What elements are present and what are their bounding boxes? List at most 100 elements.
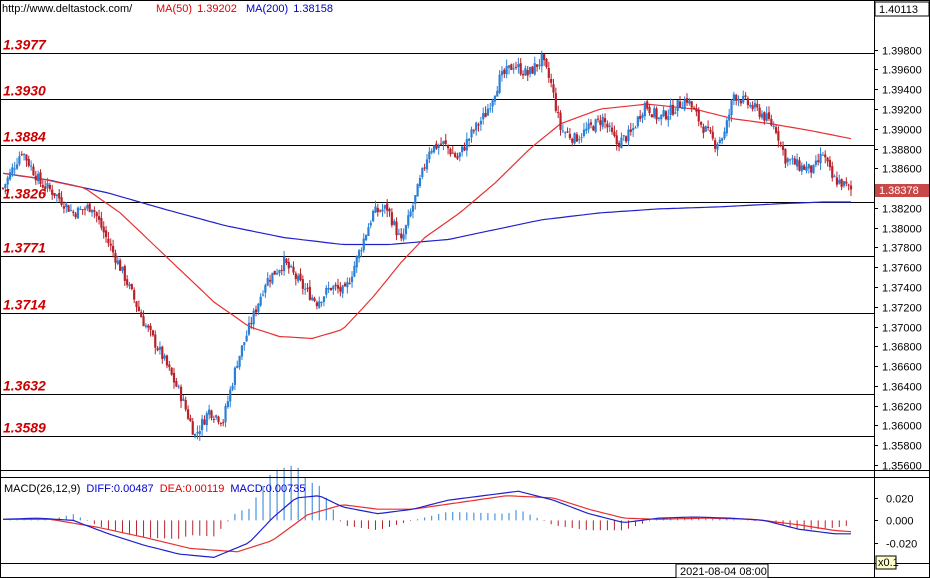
candle-body [615, 135, 618, 145]
candle-body [259, 296, 262, 306]
candle-body [55, 194, 58, 197]
candle-body [753, 103, 757, 108]
price-tick-label: 1.39000 [882, 125, 922, 137]
candle-body [538, 64, 541, 66]
candle-body [435, 143, 438, 149]
candle-body [760, 113, 764, 118]
candle-body [674, 112, 677, 114]
source-url[interactable]: http://www.deltastock.com/ [2, 3, 133, 15]
candle-body [788, 159, 792, 161]
zoom-label[interactable]: x0.1 [878, 557, 899, 569]
candle-body [8, 172, 12, 180]
price-tick-label: 1.36000 [882, 421, 922, 433]
candle-body [27, 158, 30, 166]
candle-body [301, 279, 304, 289]
candle-body [372, 210, 375, 222]
price-tick-label: 1.39800 [882, 46, 922, 58]
candle-body [313, 298, 316, 302]
candle-body [524, 68, 527, 76]
candle-body [714, 140, 717, 149]
candle-body [175, 380, 178, 387]
price-tick-label: 1.36600 [882, 362, 922, 374]
candle-body [177, 386, 180, 388]
candle-body [250, 323, 253, 325]
macd-tick-label: 0.000 [886, 516, 914, 528]
time-axis: 2021-08-04 08:00 x0.1 [675, 555, 899, 578]
candle-body [297, 275, 300, 282]
candle-body [735, 94, 738, 101]
price-tick-label: 1.35600 [882, 461, 922, 473]
ma200-legend: MA(200) 1.38158 [246, 3, 333, 15]
candle-body [540, 54, 543, 67]
candle-body [6, 177, 9, 185]
candle-body [507, 65, 511, 68]
candle-body [824, 154, 827, 158]
candle-body [395, 221, 398, 236]
candle-body [439, 143, 443, 145]
ma50-line [2, 103, 852, 340]
candle-body [545, 59, 548, 68]
candle-body [133, 290, 136, 300]
candle-body [730, 100, 733, 116]
candle-body [97, 216, 101, 220]
candle-body [369, 222, 372, 226]
candle-body [116, 260, 119, 265]
candle-body [360, 250, 363, 252]
candle-body [212, 419, 215, 421]
candle-body [559, 112, 562, 130]
price-tick-label: 1.37000 [882, 323, 922, 335]
candle-body [60, 197, 63, 205]
candle-body [292, 266, 295, 273]
candle-body [44, 186, 47, 190]
candle-body [810, 165, 813, 173]
candle-body [67, 205, 70, 212]
candle-body [74, 213, 77, 218]
candle-body [123, 266, 126, 281]
candle-body [723, 131, 726, 139]
candle-body [102, 226, 105, 233]
candle-body [575, 134, 579, 142]
candle-body [93, 210, 96, 212]
candle-body [625, 136, 628, 142]
candle-body [343, 283, 347, 287]
candle-body [692, 107, 696, 109]
candle-body [751, 105, 754, 110]
candle-body [142, 316, 145, 327]
candle-body [468, 138, 471, 141]
candle-body [833, 176, 836, 178]
candle-body [688, 100, 691, 104]
candle-body [182, 398, 185, 401]
zoom-box[interactable] [875, 555, 897, 570]
candle-body [184, 400, 187, 410]
candle-body [364, 235, 368, 241]
candle-body [109, 243, 112, 246]
candle-body [610, 127, 614, 132]
candle-body [526, 70, 529, 76]
candle-body [603, 118, 607, 123]
candle-body [444, 140, 447, 144]
candle-body [13, 168, 16, 170]
candle-body [198, 431, 201, 435]
candle-body [798, 160, 801, 171]
timestamp-box [675, 563, 769, 578]
candle-body [386, 203, 389, 211]
candle-body [311, 297, 314, 301]
candle-body [465, 139, 468, 151]
candle-body [226, 401, 229, 408]
candle-body [201, 418, 204, 431]
candle-body [383, 205, 386, 209]
candle-body [158, 346, 162, 350]
candle-body [437, 145, 440, 148]
candle-body [308, 286, 311, 300]
ma50-value: 1.39202 [197, 3, 237, 15]
candle-body [339, 287, 342, 292]
candle-body [165, 355, 169, 366]
candle-body [498, 74, 501, 93]
candle-body [463, 147, 466, 151]
ma200-line [2, 172, 851, 246]
candle-body [203, 419, 206, 425]
candle-body [95, 212, 98, 217]
candle-body [425, 159, 429, 170]
candle-body [512, 68, 515, 70]
candle-body [681, 107, 684, 109]
